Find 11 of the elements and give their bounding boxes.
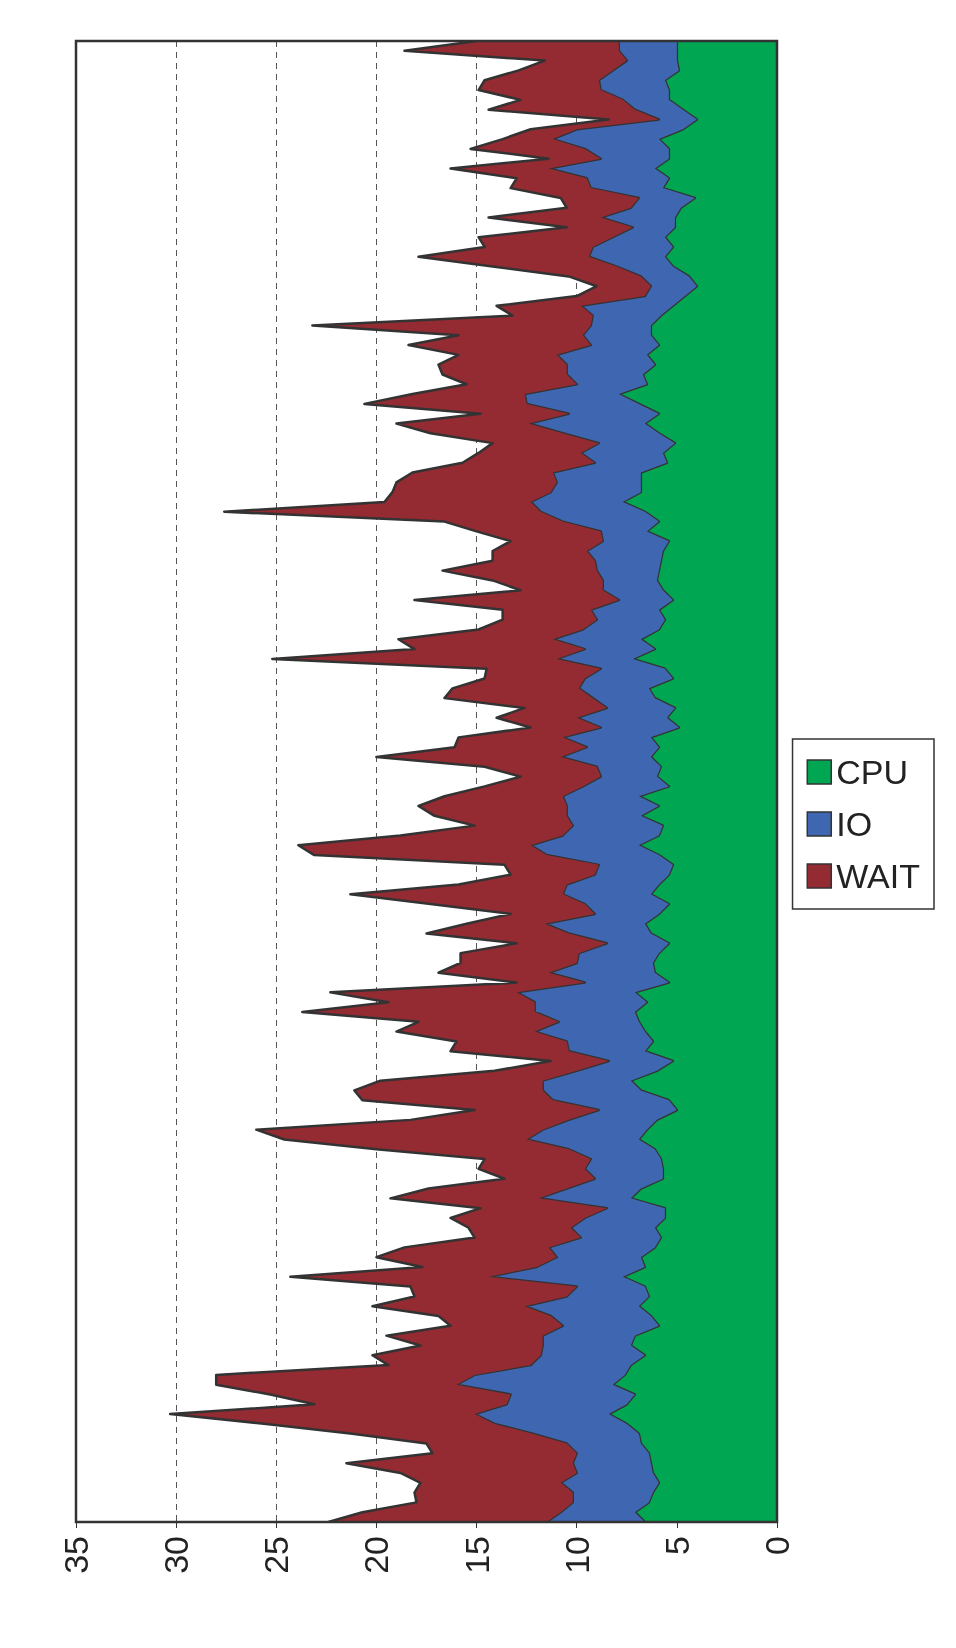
x-tick-label: 25 <box>257 1536 296 1574</box>
legend-label: IO <box>836 805 873 843</box>
x-tick-label: 30 <box>157 1536 196 1574</box>
x-tick-label: 35 <box>57 1536 95 1574</box>
legend-label: WAIT <box>836 857 921 895</box>
x-tick-label: 0 <box>758 1536 796 1555</box>
x-tick-label: 10 <box>557 1536 596 1574</box>
x-tick-label: 20 <box>357 1536 396 1574</box>
legend-label: CPU <box>836 753 909 791</box>
x-tick-label: 5 <box>657 1536 696 1555</box>
x-tick-label: 15 <box>457 1536 496 1574</box>
